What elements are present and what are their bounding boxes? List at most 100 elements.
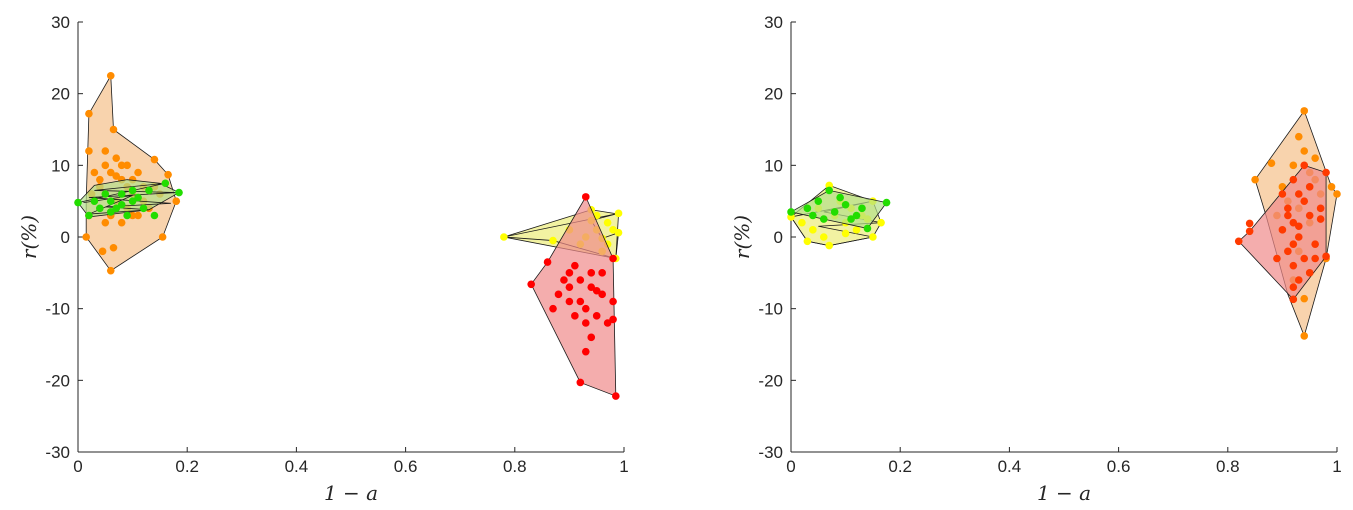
data-point xyxy=(1289,295,1298,304)
data-point xyxy=(614,209,623,218)
data-point xyxy=(1284,211,1292,220)
data-point xyxy=(592,312,601,320)
data-point xyxy=(101,190,110,198)
y-axis-label: r(%) xyxy=(17,215,41,259)
x-tick-label: 0.8 xyxy=(503,457,527,476)
x-tick-label: 1 xyxy=(619,457,628,476)
data-point xyxy=(1278,190,1287,198)
data-point xyxy=(560,276,568,284)
data-point xyxy=(117,218,126,227)
y-tick-label: -30 xyxy=(45,443,70,462)
data-point xyxy=(1322,168,1330,177)
data-point xyxy=(123,211,131,220)
data-point xyxy=(128,211,137,220)
data-point xyxy=(1278,226,1287,234)
data-point xyxy=(565,283,574,291)
data-point xyxy=(134,193,142,202)
data-point xyxy=(825,241,834,250)
data-point xyxy=(609,254,617,263)
data-point xyxy=(1327,183,1336,191)
data-point xyxy=(1316,204,1325,213)
data-point xyxy=(96,204,104,213)
data-point xyxy=(1300,254,1309,263)
x-tick-label: 0.4 xyxy=(285,457,309,476)
data-point xyxy=(543,258,552,266)
data-point xyxy=(609,315,617,324)
data-point xyxy=(106,71,115,80)
data-point xyxy=(1294,233,1303,241)
series-4 xyxy=(527,193,620,400)
data-point xyxy=(1294,190,1303,198)
data-point xyxy=(814,197,823,205)
data-point xyxy=(603,218,612,227)
data-point xyxy=(1300,332,1309,340)
y-tick-label: -30 xyxy=(758,443,783,462)
data-point xyxy=(1322,252,1330,261)
data-point xyxy=(150,211,159,220)
data-point xyxy=(161,179,170,188)
data-point xyxy=(549,236,557,245)
data-point xyxy=(803,204,812,213)
data-point xyxy=(841,200,850,209)
data-point xyxy=(175,188,183,197)
series-2 xyxy=(74,179,183,220)
data-point xyxy=(96,175,104,184)
data-point xyxy=(1289,240,1298,248)
data-point xyxy=(1284,247,1292,256)
data-point xyxy=(145,186,153,195)
x-tick-label: 0 xyxy=(73,457,82,476)
data-point xyxy=(172,197,181,205)
data-point xyxy=(1300,161,1309,170)
data-point xyxy=(139,204,148,213)
y-tick-label: 0 xyxy=(774,228,783,247)
data-point xyxy=(74,198,82,207)
data-point xyxy=(1284,204,1292,213)
series-2 xyxy=(787,186,891,233)
y-tick-label: 10 xyxy=(764,156,783,175)
data-point xyxy=(1305,183,1314,191)
data-point xyxy=(1234,237,1243,246)
data-point xyxy=(858,204,866,213)
data-point xyxy=(150,155,159,164)
x-tick-label: 1 xyxy=(1332,457,1341,476)
data-point xyxy=(576,378,585,387)
data-point xyxy=(106,266,115,275)
x-axis-label: 1 − a xyxy=(324,481,378,505)
data-point xyxy=(614,228,623,237)
data-point xyxy=(1311,154,1319,162)
data-point xyxy=(164,170,172,179)
x-tick-label: 0.2 xyxy=(175,457,199,476)
data-point xyxy=(1311,240,1319,248)
y-tick-label: 30 xyxy=(764,13,783,32)
data-point xyxy=(836,193,844,202)
data-point xyxy=(587,269,596,277)
x-tick-label: 0.4 xyxy=(998,457,1022,476)
data-point xyxy=(158,233,167,241)
x-tick-label: 0.6 xyxy=(1107,457,1131,476)
data-point xyxy=(1267,159,1276,167)
data-point xyxy=(1289,261,1298,270)
y-tick-label: 20 xyxy=(764,85,783,104)
series-4 xyxy=(1234,161,1330,304)
data-point xyxy=(549,304,557,313)
data-point xyxy=(787,208,795,216)
data-point xyxy=(809,211,817,220)
data-point xyxy=(603,319,612,327)
data-point xyxy=(1289,283,1298,291)
data-point xyxy=(809,226,817,234)
data-point xyxy=(587,283,596,291)
data-point xyxy=(1311,254,1319,263)
data-point xyxy=(134,168,142,177)
data-point xyxy=(1305,211,1314,220)
data-point xyxy=(1305,269,1314,277)
x-axis-label: 1 − a xyxy=(1037,481,1091,505)
y-tick-label: -20 xyxy=(45,371,70,390)
data-point xyxy=(1300,294,1309,303)
data-point xyxy=(1278,183,1287,191)
data-point xyxy=(554,290,563,299)
x-tick-label: 0.8 xyxy=(1216,457,1240,476)
data-point xyxy=(98,247,107,256)
data-point xyxy=(1289,218,1298,227)
data-point xyxy=(1300,147,1309,155)
data-point xyxy=(112,172,121,180)
